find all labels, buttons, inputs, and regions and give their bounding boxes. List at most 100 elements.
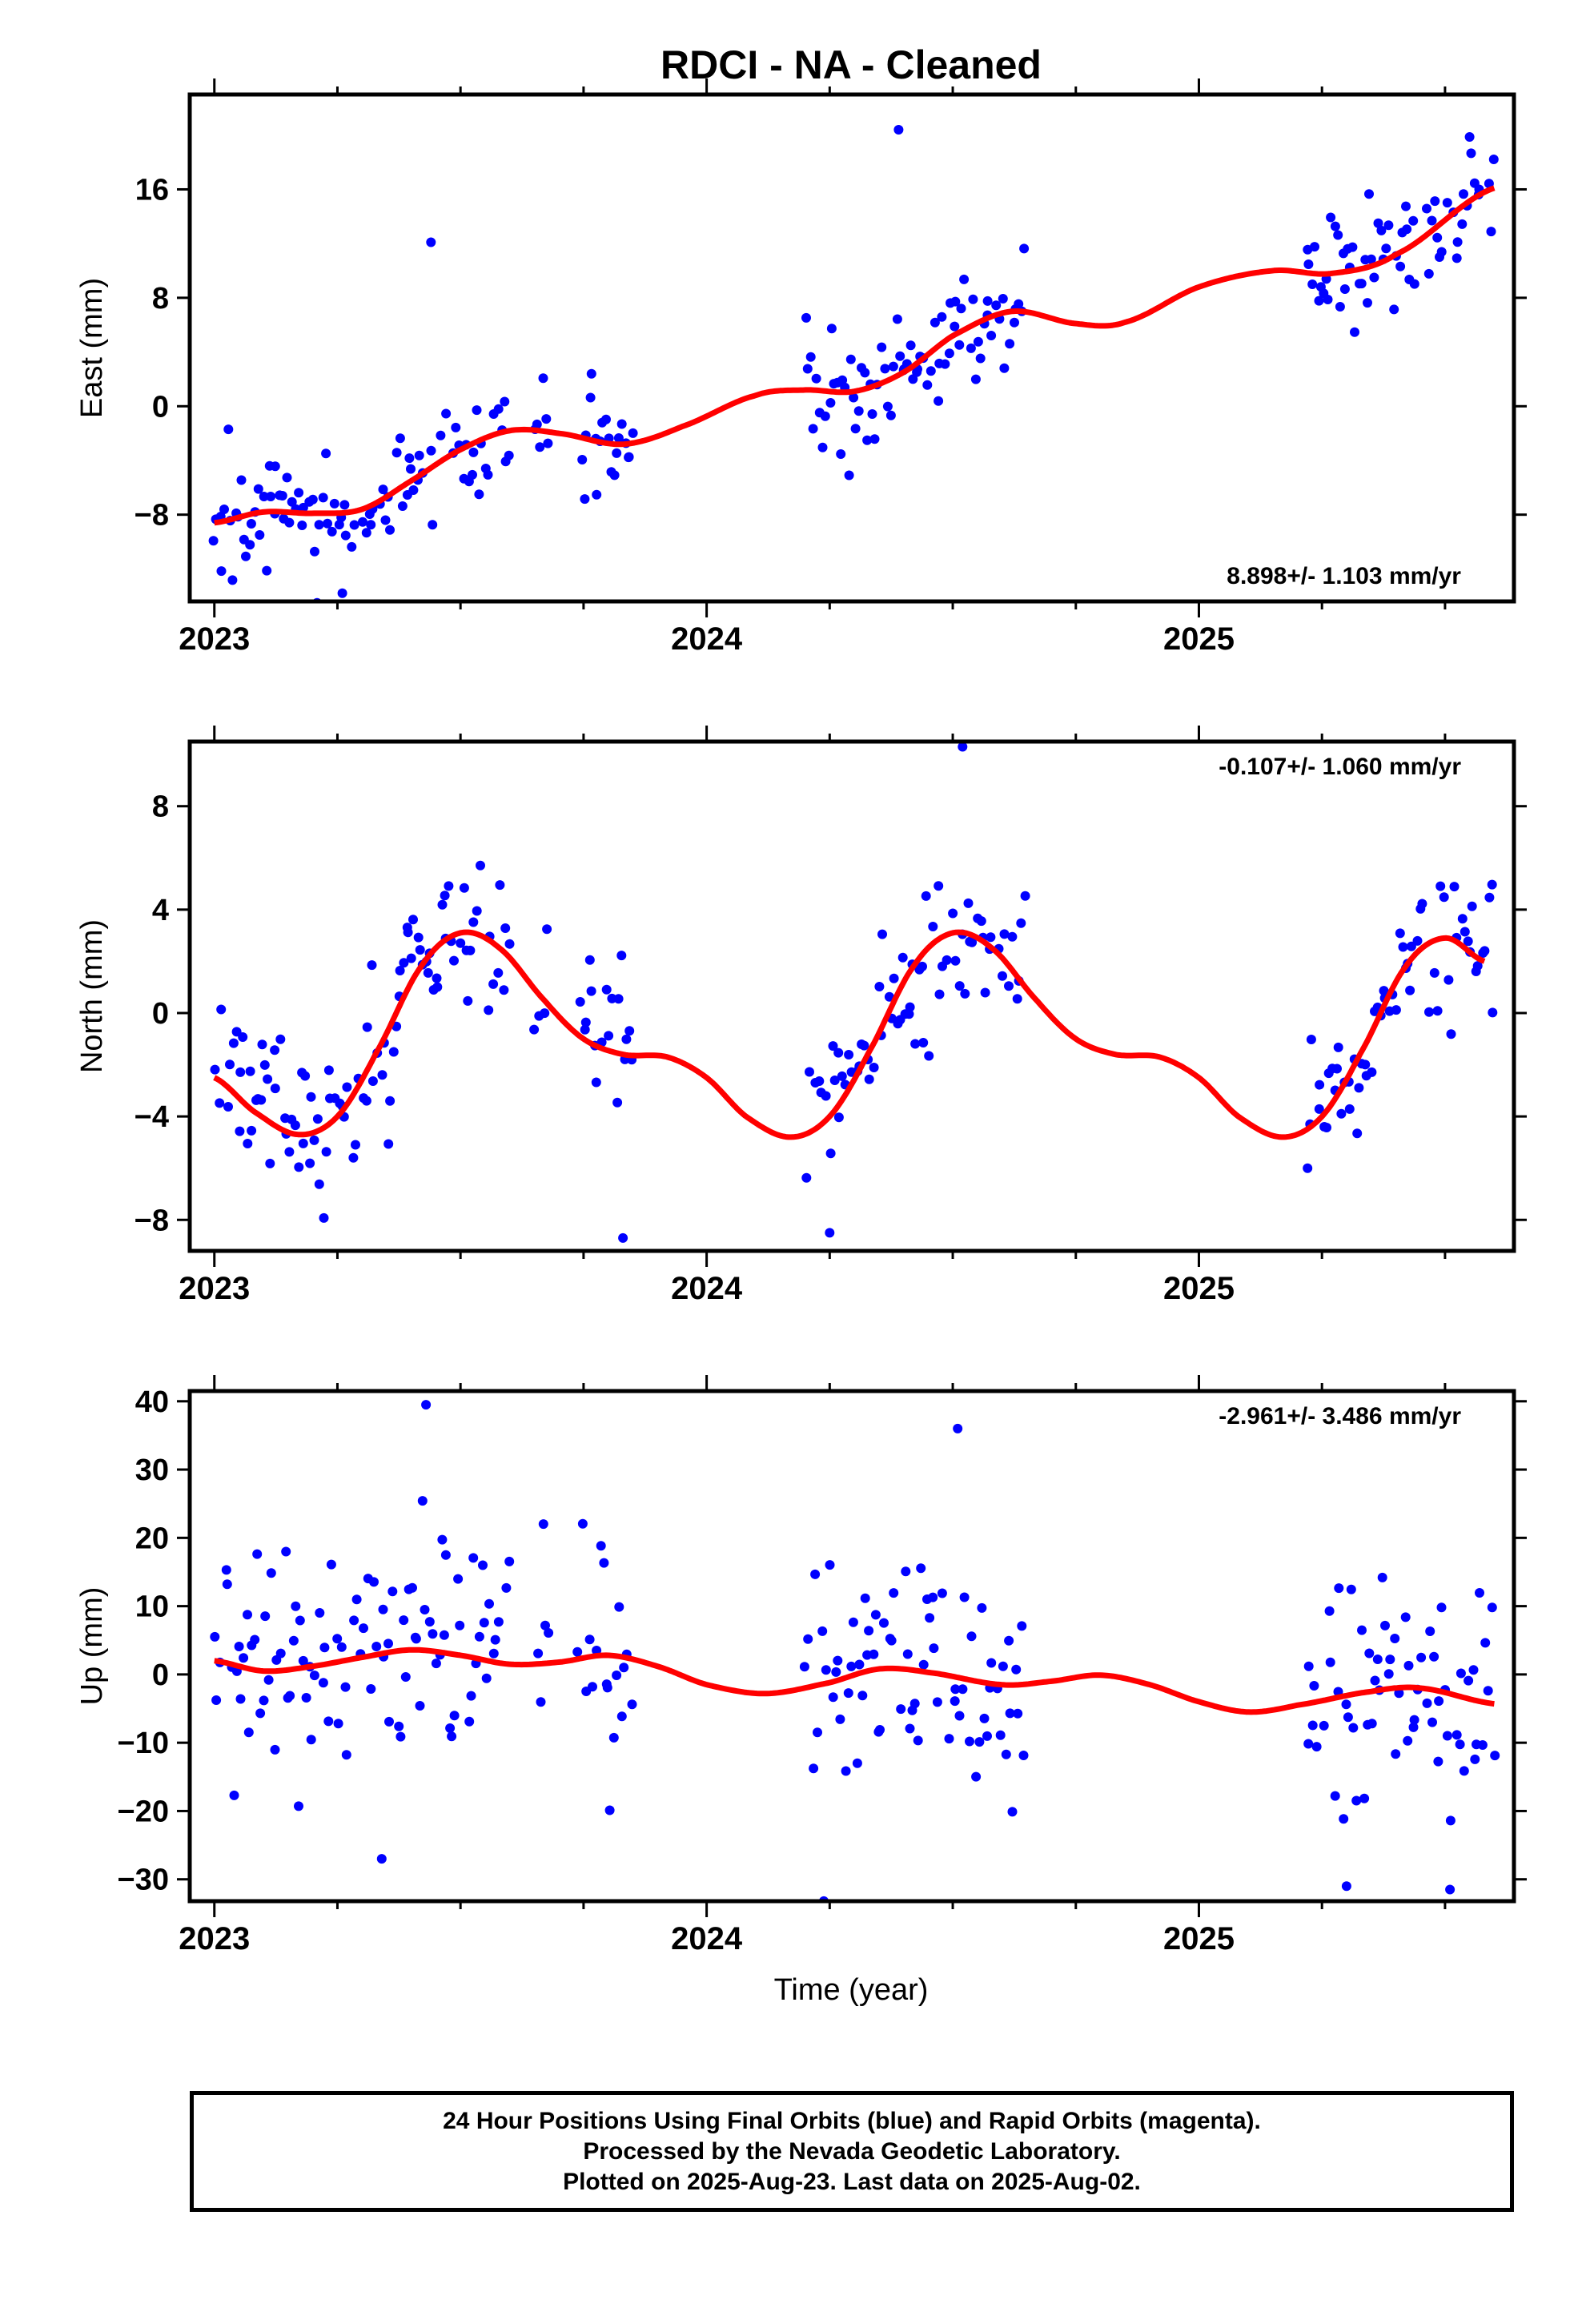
data-point bbox=[986, 331, 997, 340]
data-point bbox=[575, 997, 585, 1007]
data-point bbox=[337, 588, 347, 598]
data-point bbox=[318, 1678, 328, 1688]
y-tick-label: 10 bbox=[135, 1590, 169, 1624]
data-point bbox=[294, 488, 304, 498]
data-point bbox=[250, 1634, 260, 1645]
data-point bbox=[208, 536, 219, 546]
data-point bbox=[426, 237, 436, 247]
data-point bbox=[1484, 892, 1495, 903]
data-point bbox=[309, 1135, 319, 1145]
data-point bbox=[532, 419, 542, 429]
data-point bbox=[1307, 279, 1318, 289]
data-point bbox=[468, 469, 477, 480]
data-point bbox=[1380, 1620, 1390, 1630]
footer-line-3: Plotted on 2025-Aug-23. Last data on 202… bbox=[563, 2168, 1141, 2195]
x-tick-label: 2024 bbox=[671, 621, 743, 657]
plot-frame bbox=[187, 1389, 1516, 1904]
data-point bbox=[810, 1569, 821, 1579]
data-point bbox=[584, 1634, 595, 1645]
data-point bbox=[420, 1605, 430, 1614]
data-point bbox=[1459, 189, 1468, 199]
data-point bbox=[361, 528, 371, 538]
data-point bbox=[577, 455, 588, 464]
data-point bbox=[1487, 1602, 1497, 1613]
data-point bbox=[481, 1673, 492, 1683]
data-point bbox=[376, 1854, 387, 1864]
data-point bbox=[210, 1631, 220, 1642]
data-point bbox=[1487, 879, 1497, 890]
data-point bbox=[604, 1805, 615, 1815]
data-point bbox=[909, 1699, 920, 1709]
data-point bbox=[281, 1546, 291, 1557]
rate-label: -0.107+/- 1.060 mm/yr bbox=[1219, 754, 1461, 780]
data-point bbox=[950, 955, 961, 966]
data-point bbox=[211, 1695, 222, 1705]
data-point bbox=[463, 995, 473, 1006]
data-point bbox=[247, 1125, 257, 1136]
x-tick-label: 2025 bbox=[1163, 621, 1235, 657]
data-point bbox=[277, 491, 287, 501]
data-point bbox=[1439, 892, 1449, 903]
data-point bbox=[937, 312, 947, 322]
data-point bbox=[1422, 203, 1431, 214]
data-point bbox=[270, 1084, 280, 1094]
data-point bbox=[1370, 1675, 1380, 1686]
data-point bbox=[837, 1071, 847, 1081]
data-point bbox=[905, 340, 916, 351]
data-point bbox=[893, 125, 904, 135]
data-point bbox=[423, 967, 433, 978]
data-point bbox=[930, 317, 940, 328]
data-point bbox=[928, 922, 938, 931]
data-point bbox=[1007, 931, 1018, 942]
data-point bbox=[1466, 148, 1476, 159]
data-point bbox=[867, 409, 877, 419]
data-point bbox=[400, 1672, 411, 1682]
data-point bbox=[803, 1634, 813, 1644]
data-point bbox=[270, 461, 280, 472]
data-point bbox=[1333, 230, 1343, 240]
data-point bbox=[1452, 253, 1462, 263]
data-point bbox=[437, 1534, 448, 1545]
data-point bbox=[918, 1038, 929, 1047]
data-point bbox=[1010, 317, 1019, 328]
data-point bbox=[1389, 304, 1399, 315]
data-point bbox=[1442, 198, 1452, 208]
data-point bbox=[619, 1663, 629, 1673]
data-point bbox=[1416, 1652, 1427, 1663]
data-point bbox=[396, 1731, 406, 1742]
data-point bbox=[359, 1623, 368, 1634]
data-point bbox=[225, 1059, 235, 1070]
data-point bbox=[1464, 1675, 1474, 1686]
data-point bbox=[319, 1642, 330, 1653]
data-point bbox=[404, 453, 415, 464]
data-point bbox=[918, 1659, 929, 1670]
data-point bbox=[348, 1152, 359, 1163]
data-point bbox=[956, 304, 966, 314]
data-point bbox=[484, 1598, 494, 1609]
data-point bbox=[1442, 1731, 1452, 1741]
data-point bbox=[385, 1096, 396, 1106]
data-point bbox=[500, 396, 510, 407]
data-point bbox=[415, 945, 425, 955]
data-point bbox=[1364, 1648, 1375, 1659]
data-point bbox=[235, 1694, 246, 1704]
rate-label: -2.961+/- 3.486 mm/yr bbox=[1219, 1403, 1461, 1429]
data-point bbox=[1330, 221, 1340, 231]
data-point bbox=[342, 1082, 352, 1092]
data-point bbox=[1004, 981, 1014, 991]
data-point bbox=[577, 1518, 588, 1529]
data-point bbox=[888, 361, 898, 372]
data-point bbox=[1303, 259, 1314, 269]
data-point bbox=[501, 1582, 512, 1593]
footer-box: 24 Hour Positions Using Final Orbits (bl… bbox=[190, 2091, 1514, 2212]
data-point bbox=[387, 1586, 398, 1597]
x-tick-label: 2023 bbox=[179, 1921, 250, 1956]
data-point bbox=[844, 1050, 854, 1059]
data-point bbox=[504, 450, 514, 460]
data-point bbox=[884, 991, 894, 1002]
data-point bbox=[882, 401, 893, 412]
data-point bbox=[314, 1179, 324, 1189]
data-point bbox=[297, 521, 307, 530]
data-point bbox=[833, 1112, 844, 1123]
data-point bbox=[221, 1565, 231, 1575]
